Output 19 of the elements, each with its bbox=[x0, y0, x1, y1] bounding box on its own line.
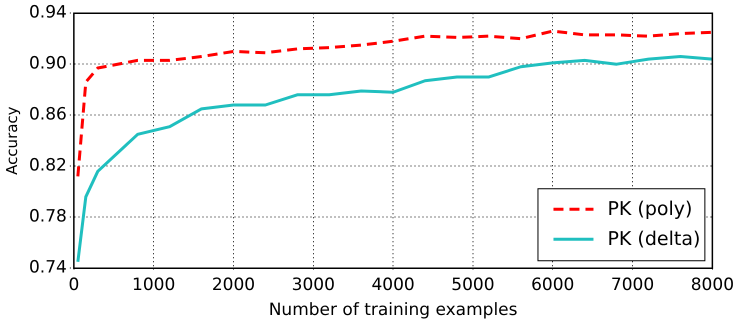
y-tick-label: 0.78 bbox=[28, 206, 67, 227]
x-tick-label: 5000 bbox=[451, 274, 495, 295]
x-tick-label: 8000 bbox=[690, 274, 734, 295]
y-axis-title: Accuracy bbox=[2, 106, 21, 175]
x-tick-label: 0 bbox=[68, 274, 80, 295]
x-axis-title: Number of training examples bbox=[268, 300, 518, 320]
x-tick-label: 4000 bbox=[371, 274, 415, 295]
x-tick-label: 7000 bbox=[610, 274, 654, 295]
y-tick-label: 0.90 bbox=[28, 54, 67, 74]
x-tick-label: 2000 bbox=[212, 274, 256, 295]
legend-label: PK (delta) bbox=[607, 228, 700, 250]
y-tick-label: 0.82 bbox=[28, 156, 67, 176]
y-tick-label: 0.74 bbox=[28, 258, 67, 278]
y-tick-label: 0.86 bbox=[28, 104, 67, 125]
y-tick-label: 0.94 bbox=[28, 2, 67, 23]
legend-label: PK (poly) bbox=[607, 198, 692, 220]
x-tick-label: 1000 bbox=[132, 274, 176, 295]
x-tick-label: 6000 bbox=[531, 274, 574, 295]
x-tick-label: 3000 bbox=[292, 274, 335, 295]
